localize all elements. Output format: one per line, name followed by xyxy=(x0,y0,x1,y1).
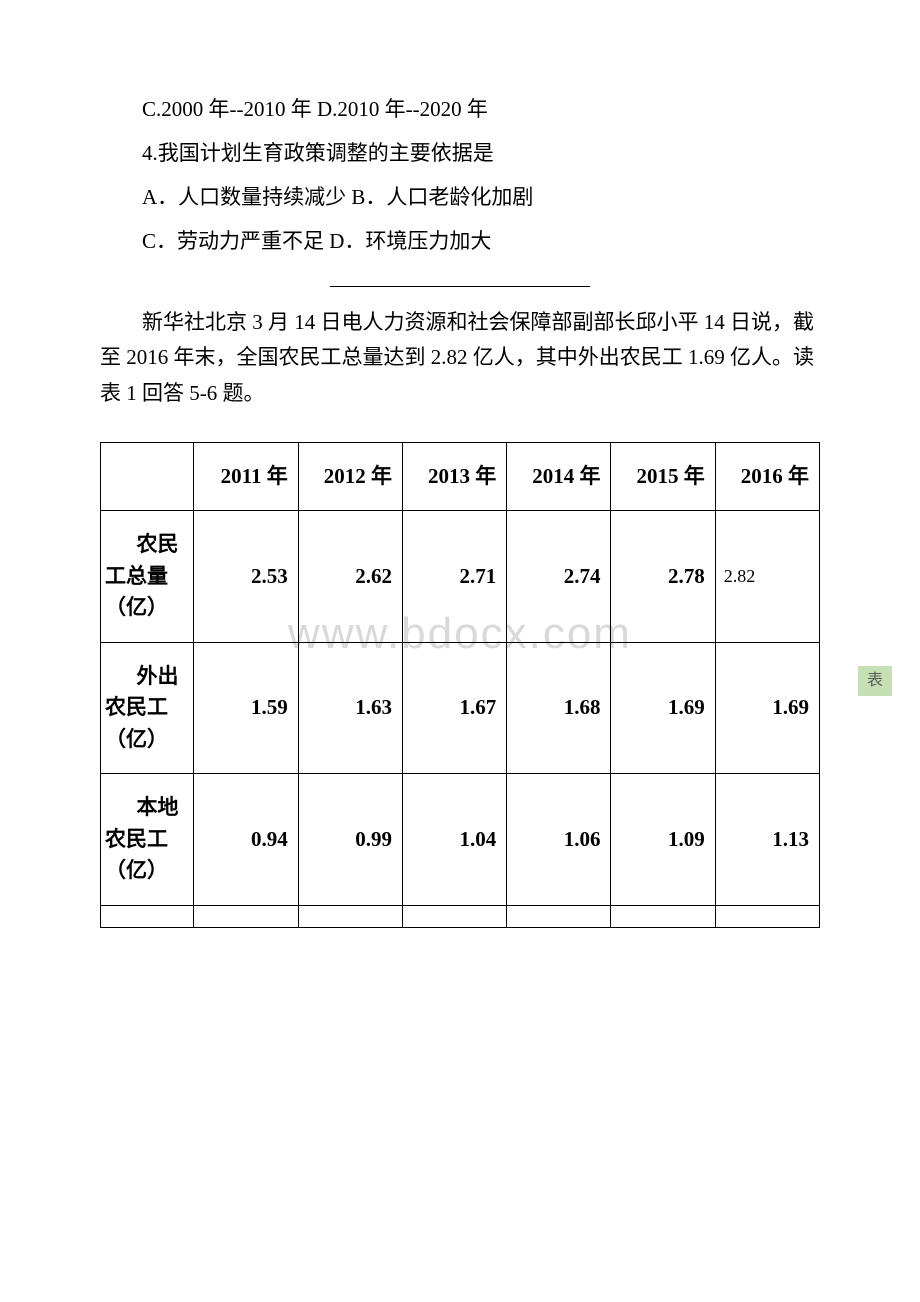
cell: 1.09 xyxy=(611,774,715,906)
cell: 0.99 xyxy=(298,774,402,906)
cell-empty xyxy=(715,905,819,927)
cell-empty xyxy=(298,905,402,927)
cell-empty xyxy=(101,905,194,927)
cell: 2.78 xyxy=(611,511,715,643)
row-label-total: 农民工总量（亿） xyxy=(101,511,194,643)
cell-empty xyxy=(402,905,506,927)
cell: 2.62 xyxy=(298,511,402,643)
cell: 2.53 xyxy=(194,511,298,643)
cell: 0.94 xyxy=(194,774,298,906)
intro-paragraph: 新华社北京 3 月 14 日电人力资源和社会保障部副部长邱小平 14 日说，截至… xyxy=(100,305,820,412)
header-2014: 2014 年 xyxy=(507,442,611,511)
header-2011: 2011 年 xyxy=(194,442,298,511)
header-2016: 2016 年 xyxy=(715,442,819,511)
data-table-wrapper: 2011 年 2012 年 2013 年 2014 年 2015 年 2016 … xyxy=(100,442,820,928)
row-label-out: 外出农民工（亿） xyxy=(101,642,194,774)
option-line-c-d-2: C．劳动力严重不足 D．环境压力加大 xyxy=(100,222,820,262)
header-2015: 2015 年 xyxy=(611,442,715,511)
option-line-a-b: A．人口数量持续减少 B．人口老龄化加剧 xyxy=(100,178,820,218)
cell: 2.71 xyxy=(402,511,506,643)
cell: 1.59 xyxy=(194,642,298,774)
header-empty xyxy=(101,442,194,511)
cell: 2.74 xyxy=(507,511,611,643)
migrant-workers-table: 2011 年 2012 年 2013 年 2014 年 2015 年 2016 … xyxy=(100,442,820,928)
header-2013: 2013 年 xyxy=(402,442,506,511)
cell: 1.69 xyxy=(715,642,819,774)
cell-empty xyxy=(194,905,298,927)
cell: 1.13 xyxy=(715,774,819,906)
cell: 1.06 xyxy=(507,774,611,906)
question-4: 4.我国计划生育政策调整的主要依据是 xyxy=(100,134,820,174)
cell: 1.63 xyxy=(298,642,402,774)
cell: 1.67 xyxy=(402,642,506,774)
cell: 1.69 xyxy=(611,642,715,774)
cell: 1.68 xyxy=(507,642,611,774)
table-row: 农民工总量（亿） 2.53 2.62 2.71 2.74 2.78 2.82 xyxy=(101,511,820,643)
option-line-c-d: C.2000 年--2010 年 D.2010 年--2020 年 xyxy=(100,90,820,130)
table-row: 外出农民工（亿） 1.59 1.63 1.67 1.68 1.69 1.69 xyxy=(101,642,820,774)
table-row-empty xyxy=(101,905,820,927)
cell: 1.04 xyxy=(402,774,506,906)
header-2012: 2012 年 xyxy=(298,442,402,511)
table-header-row: 2011 年 2012 年 2013 年 2014 年 2015 年 2016 … xyxy=(101,442,820,511)
table-badge: 表 xyxy=(858,666,892,696)
divider xyxy=(330,286,590,287)
cell: 2.82 xyxy=(715,511,819,643)
cell-empty xyxy=(611,905,715,927)
cell-empty xyxy=(507,905,611,927)
table-row: 本地农民工（亿） 0.94 0.99 1.04 1.06 1.09 1.13 xyxy=(101,774,820,906)
row-label-local: 本地农民工（亿） xyxy=(101,774,194,906)
